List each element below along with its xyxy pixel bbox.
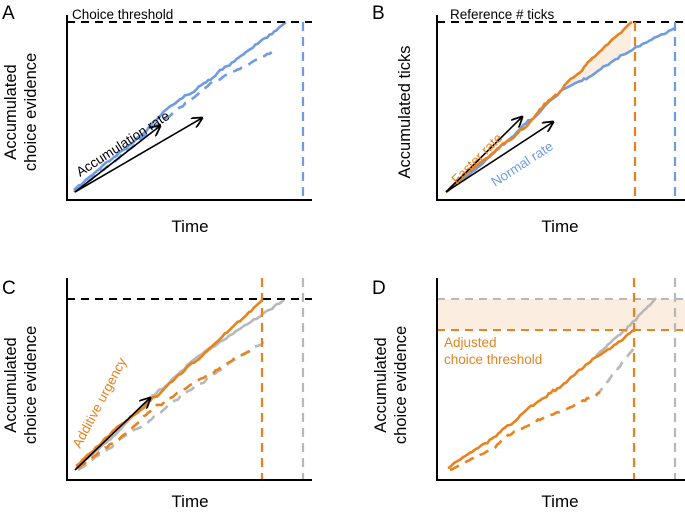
panel-d: D Accumulated choice evidence Time Adjus… bbox=[372, 278, 685, 511]
panel-d-letter: D bbox=[372, 278, 386, 299]
panel-b-normal-rate-trace bbox=[445, 26, 677, 194]
panel-c-urgency-trace bbox=[75, 299, 263, 468]
panel-b-letter: B bbox=[372, 3, 385, 24]
panel-a-axes bbox=[66, 15, 312, 201]
panel-c-baseline-trace bbox=[75, 298, 285, 469]
panel-b-xlabel: Time bbox=[541, 217, 578, 236]
panel-a-ylabel-line2: choice evidence bbox=[22, 53, 40, 171]
panel-c-baseline-trace-dashed bbox=[77, 338, 269, 472]
panel-a-rate-arrow-2 bbox=[74, 118, 202, 193]
panel-b-normal-arrow bbox=[445, 122, 553, 193]
panel-c-urgency-arrow bbox=[74, 398, 150, 471]
panel-a-evidence-trace-dashed bbox=[73, 50, 273, 194]
panel-b-faster-arrow bbox=[445, 117, 522, 193]
panel-a-rate-arrow bbox=[74, 126, 160, 193]
panel-b-ylabel: Accumulated ticks bbox=[396, 46, 414, 179]
panel-a-letter: A bbox=[2, 3, 15, 24]
panel-d-adjusted-label-line1: Adjusted bbox=[444, 335, 497, 350]
panel-d-adjusted-trace-dashed bbox=[449, 390, 601, 472]
panel-d-adjusted-label-line2: choice threshold bbox=[444, 352, 542, 367]
panel-d-ylabel-line2: choice evidence bbox=[392, 326, 410, 444]
panel-c: C Accumulated choice evidence Time Addit… bbox=[2, 278, 312, 511]
panel-b-axes bbox=[436, 15, 685, 201]
panel-a: A Accumulated choice evidence Time Choic… bbox=[2, 3, 312, 236]
panel-c-ylabel-line2: choice evidence bbox=[22, 326, 40, 444]
panel-d-baseline-trace-dashed bbox=[594, 345, 637, 397]
panel-b-faster-rate-trace bbox=[445, 20, 633, 194]
panel-d-threshold-shift-shading bbox=[437, 299, 685, 330]
panel-d-adjusted-trace bbox=[447, 328, 635, 470]
panel-d-xlabel: Time bbox=[541, 492, 578, 511]
panel-c-xlabel: Time bbox=[171, 492, 208, 511]
panel-a-xlabel: Time bbox=[171, 217, 208, 236]
panel-d-axes bbox=[436, 278, 685, 481]
panel-c-axes bbox=[66, 278, 312, 481]
panel-b-reference-label: Reference # ticks bbox=[450, 7, 555, 22]
panel-a-threshold-label: Choice threshold bbox=[72, 7, 173, 22]
panel-c-ylabel-line1: Accumulated bbox=[2, 337, 20, 432]
panel-a-evidence-trace bbox=[73, 21, 287, 191]
panel-b: B Accumulated ticks Time Reference # tic… bbox=[372, 3, 685, 236]
panel-a-ylabel-line1: Accumulated bbox=[2, 64, 20, 159]
panel-d-ylabel-line1: Accumulated bbox=[372, 337, 390, 432]
panel-c-letter: C bbox=[2, 278, 16, 299]
panel-c-urgency-trace-dashed bbox=[77, 346, 255, 470]
